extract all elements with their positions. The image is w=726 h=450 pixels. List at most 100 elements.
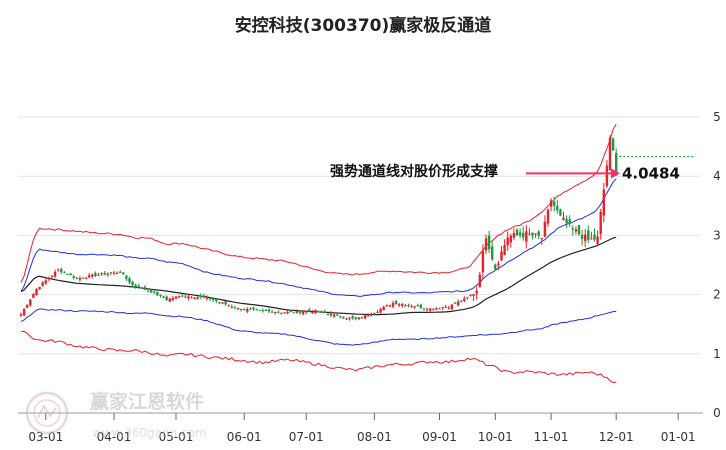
candle [373, 312, 376, 315]
y-tick-label: 0 [713, 406, 721, 420]
candle [63, 271, 66, 274]
candle [301, 311, 305, 316]
candle [283, 311, 286, 314]
y-tick-label: 2 [713, 288, 721, 302]
candle [509, 233, 512, 248]
candle [503, 239, 506, 256]
candle [41, 281, 44, 287]
candle [416, 303, 419, 307]
candle [587, 225, 590, 243]
candle [580, 229, 584, 246]
candle [174, 296, 178, 300]
candle [171, 295, 175, 302]
candle [100, 272, 103, 276]
candle [187, 294, 190, 301]
candle [528, 228, 531, 236]
candle [78, 276, 82, 282]
candle [109, 272, 113, 275]
candle [57, 268, 60, 272]
candle [162, 295, 165, 299]
candle [88, 273, 91, 279]
candle [184, 294, 187, 298]
candle [91, 273, 94, 279]
candle [394, 299, 398, 305]
candle [298, 309, 302, 315]
candle [404, 303, 407, 307]
candle [224, 300, 227, 306]
candle [53, 269, 57, 278]
candle [38, 286, 41, 290]
candle [590, 231, 593, 240]
candle [246, 307, 249, 314]
candle [413, 306, 416, 309]
candle [472, 293, 475, 301]
candle [320, 310, 323, 313]
x-tick-label: 12-01 [599, 430, 634, 444]
candle [553, 196, 556, 212]
candle [441, 306, 444, 310]
candle [50, 275, 54, 278]
candle [22, 308, 26, 317]
y-tick-label: 5 [713, 110, 721, 124]
candlesticks [19, 135, 618, 321]
candle [565, 215, 568, 229]
candle [556, 199, 559, 214]
candle [19, 312, 23, 317]
candle [425, 307, 429, 312]
candle [398, 302, 401, 307]
candle [543, 215, 547, 237]
candle [72, 274, 75, 280]
candle [522, 226, 525, 241]
candle [243, 308, 246, 311]
candle [407, 303, 410, 308]
candle [323, 309, 326, 314]
candle [32, 293, 35, 299]
candle [221, 302, 224, 305]
candle [332, 312, 336, 319]
candle [456, 299, 460, 307]
candle [137, 283, 140, 289]
candle [518, 228, 522, 238]
candle [525, 224, 528, 249]
x-tick-label: 07-01 [289, 430, 324, 444]
candle [562, 211, 565, 221]
candle [370, 312, 373, 317]
candle [537, 229, 540, 240]
candle [599, 208, 602, 240]
y-axis-ticks: 0 1 2 3 4 5 [713, 110, 721, 420]
candle [196, 296, 199, 300]
candle [227, 304, 230, 307]
x-tick-label: 05-01 [159, 430, 194, 444]
candle [348, 317, 351, 321]
candle [438, 307, 441, 310]
candle [447, 305, 450, 310]
candle [267, 308, 271, 314]
candle [534, 233, 537, 238]
candle [143, 285, 147, 291]
candle [593, 228, 596, 242]
x-tick-label: 09-01 [422, 430, 457, 444]
candle [422, 308, 426, 311]
candle [577, 224, 581, 237]
candle [531, 232, 534, 240]
candle [295, 309, 299, 314]
candle [286, 309, 289, 315]
candle [252, 306, 255, 311]
x-tick-label: 08-01 [357, 430, 392, 444]
candle [261, 308, 264, 313]
candle [159, 294, 162, 298]
annotation-arrow-head [611, 168, 620, 179]
candle [410, 304, 413, 308]
candle [339, 315, 342, 319]
candle [146, 290, 150, 293]
candle [385, 304, 388, 307]
candle [131, 280, 134, 288]
candle [112, 270, 116, 276]
watermark-url: www.360gann.com [92, 426, 207, 440]
candle [122, 272, 125, 275]
candle [270, 309, 274, 313]
candle [367, 313, 370, 317]
candle [205, 295, 209, 301]
watermark-name: 赢家江恩软件 [90, 390, 204, 413]
candle [540, 237, 543, 245]
